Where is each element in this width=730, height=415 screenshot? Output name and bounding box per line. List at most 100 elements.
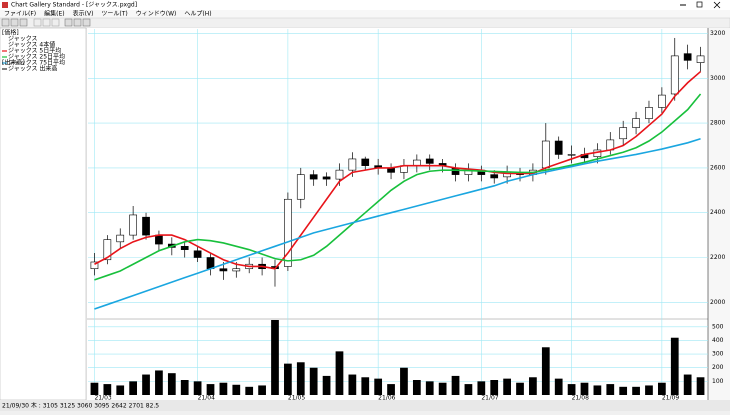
menu: ファイル(F) 編集(E) 表示(V) ツール(T) ウィンドウ(W) ヘルプ(H): [4, 10, 212, 18]
tool-button[interactable]: [10, 18, 19, 27]
tool-button[interactable]: [82, 18, 91, 27]
panel-item[interactable]: ジャックス: [8, 36, 38, 43]
panel-group: [出来高]: [2, 59, 25, 67]
candle-body: [309, 174, 318, 180]
y-tick-label: 2800: [710, 120, 725, 127]
candle-body: [412, 159, 421, 166]
x-tick-label: 21/08: [572, 395, 589, 402]
tool-button[interactable]: [73, 18, 82, 27]
panel-item[interactable]: ジャックス 4本値: [8, 41, 55, 49]
candle-body: [658, 94, 666, 108]
volume-bar: [361, 377, 370, 395]
y-tick-label: 3200: [710, 30, 725, 37]
candle-body: [90, 261, 99, 270]
menu-item[interactable]: 編集(E): [44, 10, 64, 18]
candle-body: [142, 216, 150, 236]
candle-body: [180, 246, 189, 250]
x-tick-label: 21/05: [288, 395, 305, 402]
tool-button[interactable]: [64, 18, 73, 27]
tool-button[interactable]: [1, 18, 10, 27]
candle-body: [284, 198, 292, 267]
moving-average-line: [94, 138, 701, 310]
candle-body: [296, 174, 305, 200]
x-tick-label: 21/07: [481, 395, 498, 402]
candle-body: [632, 118, 640, 128]
volume-bar: [155, 370, 163, 395]
toolbar-buttons: [1, 18, 91, 27]
candle-body: [425, 158, 434, 164]
volume-bar: [670, 337, 679, 395]
volume-bar: [593, 385, 602, 395]
volume-bar: [374, 378, 383, 395]
moving-average-line: [94, 93, 702, 281]
volume-bar: [142, 374, 150, 395]
volume-bar: [567, 384, 576, 395]
menu-bar: [0, 10, 730, 18]
volume-bar: [696, 377, 705, 395]
x-tick-label: 21/04: [198, 395, 215, 402]
candle-body: [155, 234, 163, 245]
volume-bar: [438, 382, 447, 395]
candle-body: [567, 154, 576, 156]
menu-item[interactable]: ツール(T): [101, 11, 127, 18]
candle-body: [554, 140, 563, 155]
series-panel: [0, 27, 87, 401]
tool-button[interactable]: [51, 18, 60, 27]
candle-body: [696, 55, 705, 63]
volume-bar: [206, 384, 215, 395]
menu-item[interactable]: ウィンドウ(W): [136, 10, 177, 18]
volume-bar: [541, 347, 550, 395]
volume-bar: [477, 381, 486, 395]
volume-bar: [348, 374, 357, 395]
candle-body: [335, 169, 344, 180]
candle-body: [541, 140, 550, 169]
panel-item[interactable]: ジャックス 75日平均: [8, 59, 65, 67]
candle-body: [670, 55, 679, 95]
volume-bar: [258, 385, 266, 395]
volume-bar: [322, 375, 331, 395]
x-tick-label: 21/09: [662, 395, 679, 402]
volume-bar: [335, 351, 344, 395]
menu-item[interactable]: 表示(V): [73, 10, 94, 18]
candle-body: [619, 127, 628, 140]
panel-item[interactable]: ジャックス 5日平均: [8, 47, 61, 55]
volume-bar: [490, 380, 499, 395]
candle-body: [645, 107, 653, 119]
y-tick-label: 2000: [710, 299, 725, 306]
volume-bar: [619, 386, 628, 395]
close-button[interactable]: [713, 1, 721, 9]
toolbar: [0, 17, 730, 29]
volume-bar: [219, 382, 228, 395]
tool-button[interactable]: [42, 18, 51, 27]
y-tick-label: 500: [712, 323, 724, 330]
y-tick-label: 400: [712, 337, 724, 344]
volume-bar: [580, 382, 589, 395]
tool-button[interactable]: [19, 18, 28, 27]
candle-body: [232, 268, 241, 272]
maximize-button[interactable]: [696, 1, 703, 8]
candle-body: [129, 214, 137, 236]
volume-bar: [232, 384, 241, 395]
x-tick-label: 21/06: [378, 395, 395, 402]
panel-group: [価格]: [2, 29, 19, 37]
y-tick-label: 200: [712, 364, 724, 371]
volume-bar: [284, 363, 292, 395]
volume-bar: [193, 381, 202, 395]
tool-button[interactable]: [33, 18, 42, 27]
panel-item[interactable]: ジャックス 25日平均: [8, 53, 65, 61]
x-tick-label: 21/03: [94, 395, 111, 402]
window-title: Chart Gallery Standard - [ジャックス.pxgd]: [11, 2, 137, 9]
volume-bar: [554, 378, 563, 395]
y-tick-label: 2600: [710, 164, 725, 171]
y-tick-label: 300: [712, 351, 724, 358]
volume-bar: [245, 386, 254, 395]
moving-average-line: [94, 70, 702, 270]
menu-item[interactable]: ヘルプ(H): [184, 11, 211, 18]
panel-item[interactable]: ジャックス 出来高: [8, 65, 57, 73]
plot-background: [87, 28, 708, 400]
candle-body: [322, 176, 331, 180]
volume-bar: [309, 367, 318, 395]
volume-bar: [657, 382, 666, 395]
app-icon: [2, 2, 8, 8]
menu-item[interactable]: ファイル(F): [4, 11, 36, 18]
